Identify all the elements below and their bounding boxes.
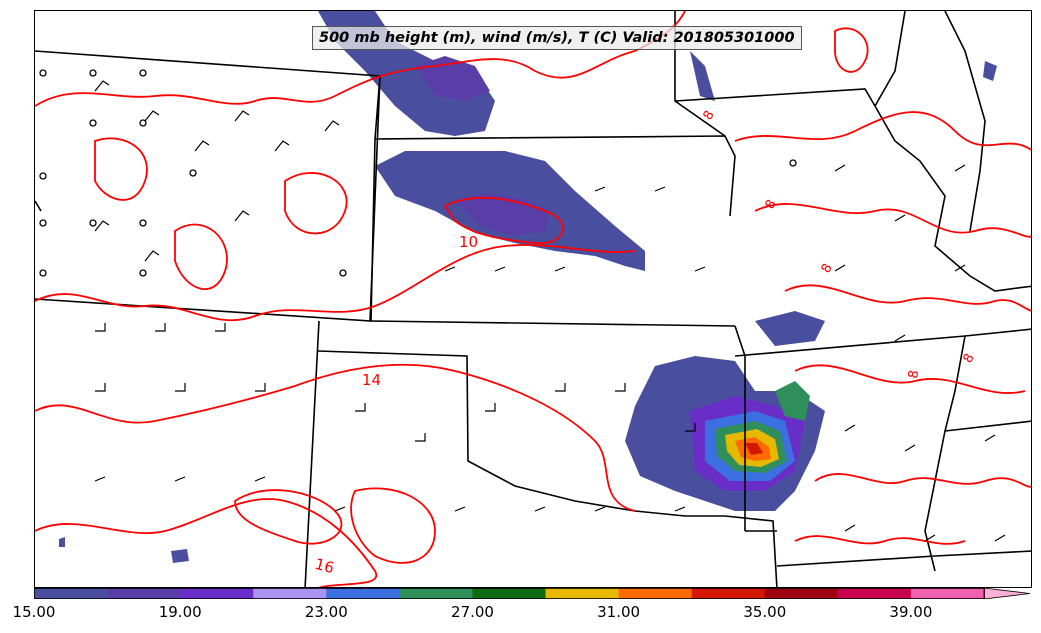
colorbar-cell — [472, 588, 547, 599]
temperature-contours — [35, 11, 1031, 587]
colorbar-border — [34, 588, 985, 599]
colorbar-cell — [107, 588, 181, 599]
colorbar-cell — [326, 588, 400, 599]
colorbar-cell — [253, 588, 327, 599]
colorbar-cell — [545, 588, 620, 599]
map-canvas — [35, 11, 1031, 587]
wind-speed-fill — [59, 11, 997, 563]
wind-barbs — [94, 80, 1006, 542]
state-boundaries — [35, 11, 1031, 587]
contour-label-10: 10 — [459, 233, 479, 251]
map-panel: 500 mb height (m), wind (m/s), T (C) Val… — [34, 10, 1032, 588]
colorbar-cell — [691, 588, 766, 599]
colorbar-tick-label: 15.00 — [12, 603, 56, 621]
colorbar-cell — [180, 588, 254, 599]
calm-wind-circles — [39, 69, 797, 277]
colorbar-cells — [34, 588, 985, 599]
colorbar-tick-label: 31.00 — [597, 603, 641, 621]
colorbar-cell — [34, 588, 108, 599]
colorbar-extend-tip — [983, 588, 1031, 599]
colorbar-tick-label: 23.00 — [304, 603, 348, 621]
colorbar-tick-label: 39.00 — [889, 603, 933, 621]
colorbar — [34, 588, 1031, 599]
colorbar-tick-label: 35.00 — [743, 603, 787, 621]
colorbar-tick-label: 19.00 — [158, 603, 202, 621]
colorbar-cell — [837, 588, 912, 599]
colorbar-tick-label: 27.00 — [451, 603, 494, 621]
contour-label-14: 14 — [362, 371, 382, 389]
map-title: 500 mb height (m), wind (m/s), T (C) Val… — [312, 26, 802, 50]
colorbar-cell — [399, 588, 473, 599]
colorbar-cell — [910, 588, 985, 599]
colorbar-cell — [764, 588, 839, 599]
colorbar-cell — [618, 588, 693, 599]
